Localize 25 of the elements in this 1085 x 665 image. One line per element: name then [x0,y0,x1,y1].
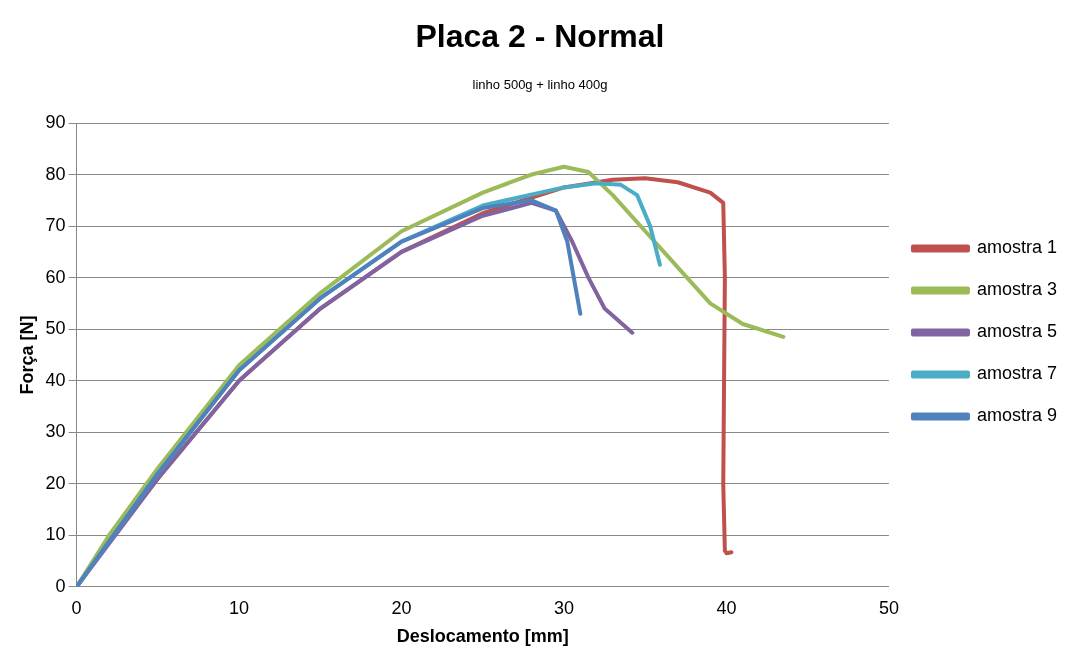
legend-label: amostra 1 [976,237,1058,258]
legend-label: amostra 7 [976,363,1058,384]
y-tick-label: 90 [45,111,66,132]
y-tick-label: 30 [45,421,66,442]
y-tick-label: 60 [45,266,66,287]
legend-label: amostra 3 [976,279,1058,300]
x-axis-title: Deslocamento [mm] [396,626,569,647]
legend-label: amostra 9 [976,405,1058,426]
x-tick-label: 20 [391,597,412,618]
x-tick-label: 30 [554,597,575,618]
y-tick-label: 20 [45,472,66,493]
y-tick-label: 80 [45,163,66,184]
y-tick-label: 70 [45,215,66,236]
legend-label: amostra 5 [976,321,1058,342]
x-tick-label: 50 [878,597,899,618]
x-tick-label: 40 [716,597,737,618]
chart-subtitle: linho 500g + linho 400g [472,76,608,92]
y-tick-label: 0 [55,575,66,596]
x-tick-label: 10 [229,597,250,618]
x-tick-label: 0 [71,597,82,618]
chart-title: Placa 2 - Normal [415,18,665,55]
y-tick-label: 50 [45,318,66,339]
y-tick-label: 10 [45,524,66,545]
y-tick-label: 40 [45,369,66,390]
y-axis-title: Força [N] [16,315,37,395]
